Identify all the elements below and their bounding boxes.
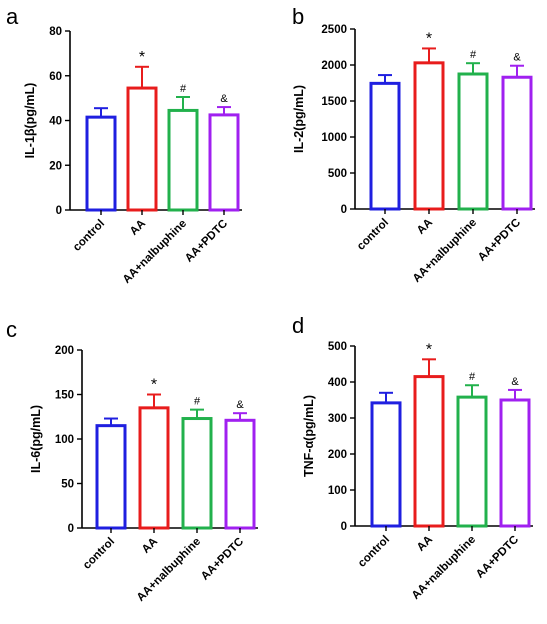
y-tick-label: 400 — [328, 377, 347, 389]
bar-AA+PDTC — [499, 398, 531, 528]
category-label: control — [71, 218, 107, 254]
y-axis-label: IL-2(pg/mL) — [292, 85, 306, 153]
bar-control — [95, 424, 127, 530]
y-tick-label: 40 — [49, 116, 62, 128]
panel-letter: d — [292, 313, 304, 338]
y-axis-label: IL-6(pg/mL) — [29, 405, 43, 473]
bar-AA — [126, 86, 158, 212]
y-tick-label: 0 — [56, 205, 62, 217]
category-label: AA+PDTC — [474, 534, 521, 581]
category-label: control — [356, 534, 392, 570]
y-tick-label: 200 — [328, 449, 347, 461]
panel-c: c050100150200IL-6(pg/mL)control*AA#AA+na… — [6, 317, 258, 604]
category-label: control — [355, 217, 391, 253]
category-label: AA+PDTC — [199, 536, 246, 583]
bar-AA+PDTC — [208, 113, 240, 212]
bar-AA+nalbuphine — [167, 108, 199, 212]
panel-letter: b — [292, 4, 304, 29]
bar-AA — [413, 375, 445, 528]
bar-AA — [413, 61, 445, 211]
category-label: AA — [415, 217, 435, 237]
significance-marker: * — [426, 341, 432, 358]
category-label: AA+PDTC — [476, 217, 523, 264]
y-tick-label: 60 — [49, 71, 62, 83]
y-tick-label: 150 — [55, 390, 74, 402]
significance-marker: # — [180, 83, 187, 95]
category-label: control — [81, 536, 117, 572]
y-tick-label: 20 — [49, 160, 62, 172]
panel-letter: a — [6, 4, 19, 29]
y-tick-label: 200 — [55, 345, 74, 357]
significance-marker: & — [511, 376, 519, 388]
significance-marker: * — [426, 30, 432, 47]
panel-letter: c — [6, 317, 17, 342]
significance-marker: # — [470, 49, 477, 61]
y-tick-label: 300 — [328, 413, 347, 425]
category-label: AA — [140, 536, 160, 556]
significance-marker: * — [151, 377, 157, 394]
y-axis-label: TNF-α(pg/mL) — [302, 395, 316, 477]
significance-marker: * — [139, 49, 145, 66]
significance-marker: & — [236, 399, 244, 411]
y-tick-label: 0 — [68, 523, 74, 535]
significance-marker: & — [220, 93, 228, 105]
y-tick-label: 500 — [328, 168, 347, 180]
category-label: AA+PDTC — [183, 218, 230, 265]
category-label: AA — [415, 534, 435, 554]
y-tick-label: 80 — [49, 26, 62, 38]
panel-a: a020406080IL-1β(pg/mL)control*AA#AA+nalb… — [6, 4, 242, 286]
panel-b: b 0 500 1000 1500 2000 2500 IL-2(pg/mL) control *… — [292, 4, 535, 285]
significance-marker: & — [513, 52, 521, 64]
significance-marker: # — [194, 396, 201, 408]
bar-AA+PDTC — [224, 418, 256, 530]
y-tick-label: 1000 — [321, 132, 347, 144]
y-tick-label: 500 — [328, 341, 347, 353]
bar-AA+nalbuphine — [456, 395, 488, 528]
category-label: AA — [128, 218, 148, 238]
y-tick-label: 2000 — [321, 60, 347, 72]
y-tick-label: 2500 — [321, 24, 347, 36]
bar-control — [85, 115, 117, 212]
y-tick-label: 0 — [341, 521, 347, 533]
bar-control — [369, 81, 401, 211]
bar-AA+PDTC — [501, 75, 533, 211]
significance-marker: # — [469, 371, 476, 383]
y-tick-label: 100 — [328, 485, 347, 497]
bar-AA+nalbuphine — [457, 72, 489, 211]
y-tick-label: 1500 — [321, 96, 347, 108]
bar-AA — [138, 406, 170, 530]
y-tick-label: 100 — [55, 434, 74, 446]
y-axis-label: IL-1β(pg/mL) — [23, 83, 37, 159]
bar-AA+nalbuphine — [181, 417, 213, 530]
y-tick-label: 0 — [341, 204, 347, 216]
bar-control — [370, 401, 402, 528]
y-tick-label: 50 — [61, 479, 74, 491]
panel-d: d 0 100 200 300 400 500 TNF-α(pg/mL) control * AA #… — [292, 313, 533, 602]
